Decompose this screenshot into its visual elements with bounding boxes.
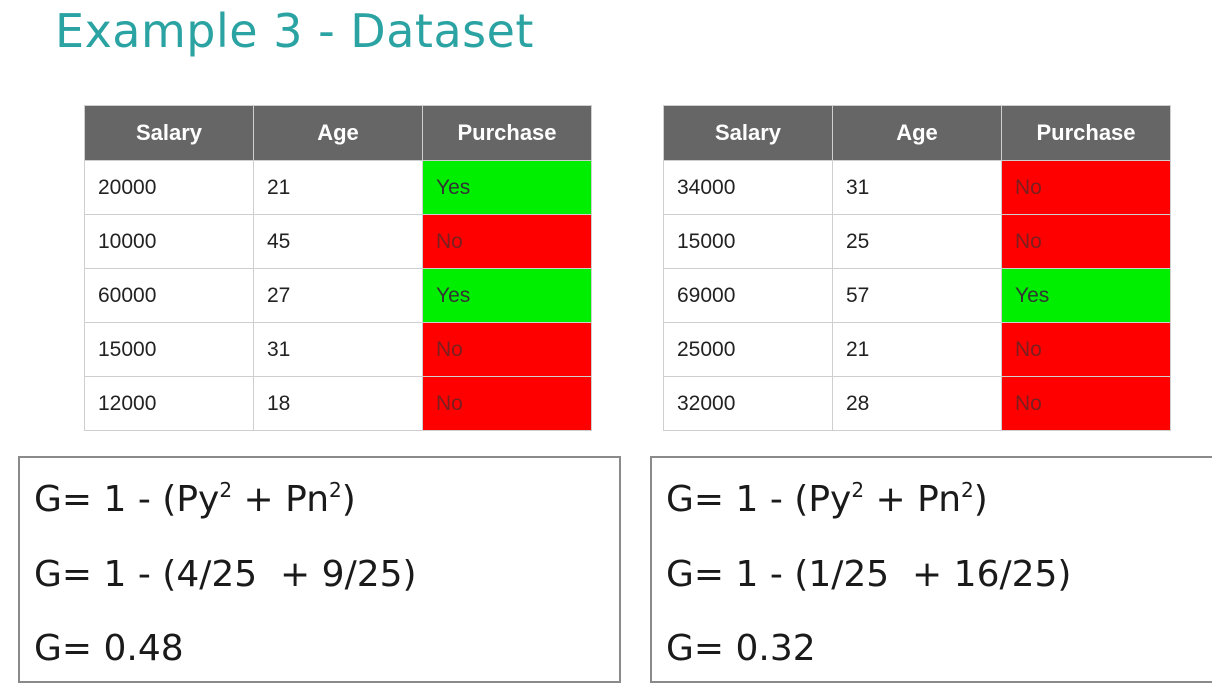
column-header-salary: Salary: [663, 105, 833, 161]
table-row: 25000 21 No: [663, 322, 1171, 377]
age-cell: 31: [253, 322, 423, 377]
table-row: 32000 28 No: [663, 376, 1171, 431]
salary-cell: 10000: [84, 214, 254, 269]
age-cell: 27: [253, 268, 423, 323]
gini-general-formula: G= 1 - (Py2 + Pn2): [34, 478, 356, 520]
dataset-table-left: Salary Age Purchase 20000 21 Yes 10000 4…: [84, 105, 592, 431]
salary-cell: 25000: [663, 322, 833, 377]
table-row: 34000 31 No: [663, 160, 1171, 215]
salary-cell: 12000: [84, 376, 254, 431]
gini-substituted-formula: G= 1 - (4/25 + 9/25): [34, 554, 417, 595]
gini-general-formula: G= 1 - (Py2 + Pn2): [666, 478, 988, 520]
age-cell: 57: [832, 268, 1002, 323]
table-row: 20000 21 Yes: [84, 160, 592, 215]
age-cell: 45: [253, 214, 423, 269]
column-header-salary: Salary: [84, 105, 254, 161]
salary-cell: 20000: [84, 160, 254, 215]
salary-cell: 60000: [84, 268, 254, 323]
purchase-cell: Yes: [1001, 268, 1171, 323]
salary-cell: 32000: [663, 376, 833, 431]
table-row: 12000 18 No: [84, 376, 592, 431]
table-row: 15000 31 No: [84, 322, 592, 377]
purchase-cell: Yes: [422, 160, 592, 215]
page-title: Example 3 - Dataset: [55, 4, 534, 58]
salary-cell: 15000: [663, 214, 833, 269]
gini-formula-box-left: G= 1 - (Py2 + Pn2) G= 1 - (4/25 + 9/25) …: [18, 456, 621, 683]
salary-cell: 34000: [663, 160, 833, 215]
purchase-cell: No: [1001, 376, 1171, 431]
column-header-age: Age: [832, 105, 1002, 161]
age-cell: 31: [832, 160, 1002, 215]
table-header-row: Salary Age Purchase: [663, 105, 1171, 161]
gini-result: G= 0.32: [666, 628, 816, 669]
table-header-row: Salary Age Purchase: [84, 105, 592, 161]
gini-substituted-formula: G= 1 - (1/25 + 16/25): [666, 554, 1072, 595]
age-cell: 28: [832, 376, 1002, 431]
salary-cell: 15000: [84, 322, 254, 377]
purchase-cell: No: [422, 376, 592, 431]
dataset-table-right: Salary Age Purchase 34000 31 No 15000 25…: [663, 105, 1171, 431]
purchase-cell: No: [422, 322, 592, 377]
age-cell: 18: [253, 376, 423, 431]
purchase-cell: No: [1001, 322, 1171, 377]
purchase-cell: No: [422, 214, 592, 269]
column-header-purchase: Purchase: [1001, 105, 1171, 161]
gini-formula-box-right: G= 1 - (Py2 + Pn2) G= 1 - (1/25 + 16/25)…: [650, 456, 1212, 683]
purchase-cell: No: [1001, 214, 1171, 269]
table-row: 10000 45 No: [84, 214, 592, 269]
column-header-age: Age: [253, 105, 423, 161]
table-row: 69000 57 Yes: [663, 268, 1171, 323]
gini-result: G= 0.48: [34, 628, 184, 669]
age-cell: 25: [832, 214, 1002, 269]
purchase-cell: No: [1001, 160, 1171, 215]
table-row: 60000 27 Yes: [84, 268, 592, 323]
purchase-cell: Yes: [422, 268, 592, 323]
age-cell: 21: [832, 322, 1002, 377]
age-cell: 21: [253, 160, 423, 215]
table-row: 15000 25 No: [663, 214, 1171, 269]
salary-cell: 69000: [663, 268, 833, 323]
column-header-purchase: Purchase: [422, 105, 592, 161]
